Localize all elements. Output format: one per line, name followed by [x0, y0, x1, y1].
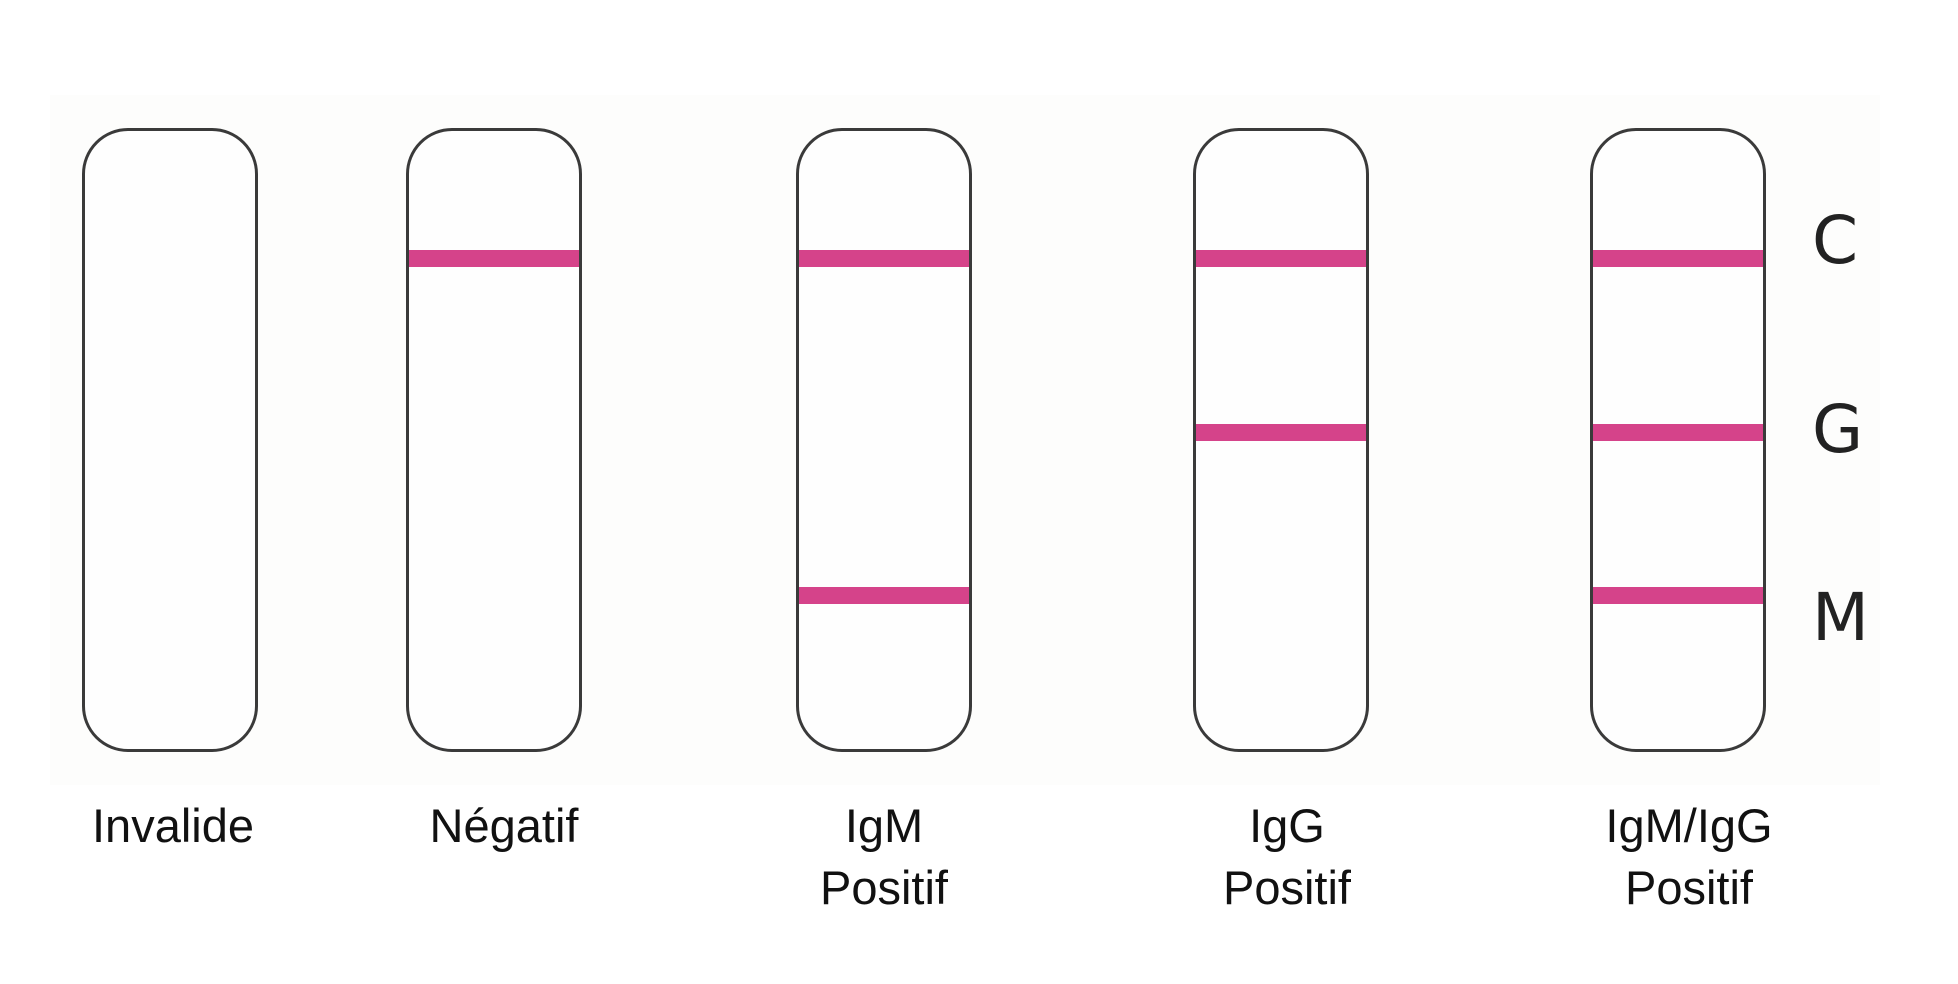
caption-igm-igg-positif: IgM/IgG Positif — [1539, 795, 1839, 919]
caption-line: IgG — [1249, 799, 1325, 852]
caption-line: Invalide — [92, 799, 254, 852]
caption-line: Négatif — [429, 799, 579, 852]
caption-line: IgM/IgG — [1605, 799, 1773, 852]
test-strip-invalide — [82, 128, 258, 752]
caption-igm-positif: IgM Positif — [734, 795, 1034, 919]
zone-label-m: M — [1812, 579, 1869, 656]
igm-band — [1593, 587, 1763, 604]
caption-invalide: Invalide — [23, 795, 323, 857]
control-band — [799, 250, 969, 267]
control-band — [1593, 250, 1763, 267]
caption-line: Positif — [1223, 861, 1351, 914]
igm-band — [799, 587, 969, 604]
igg-band — [1593, 424, 1763, 441]
caption-line: Positif — [820, 861, 948, 914]
caption-negatif: Négatif — [354, 795, 654, 857]
caption-line: Positif — [1625, 861, 1753, 914]
caption-line: IgM — [844, 799, 924, 852]
caption-igg-positif: IgG Positif — [1137, 795, 1437, 919]
test-strip-igg-positif — [1193, 128, 1369, 752]
control-band — [409, 250, 579, 267]
igg-band — [1196, 424, 1366, 441]
zone-label-c: C — [1812, 202, 1859, 279]
test-strip-igm-igg-positif — [1590, 128, 1766, 752]
zone-label-g: G — [1812, 391, 1864, 468]
test-strip-igm-positif — [796, 128, 972, 752]
control-band — [1196, 250, 1366, 267]
test-strip-negatif — [406, 128, 582, 752]
